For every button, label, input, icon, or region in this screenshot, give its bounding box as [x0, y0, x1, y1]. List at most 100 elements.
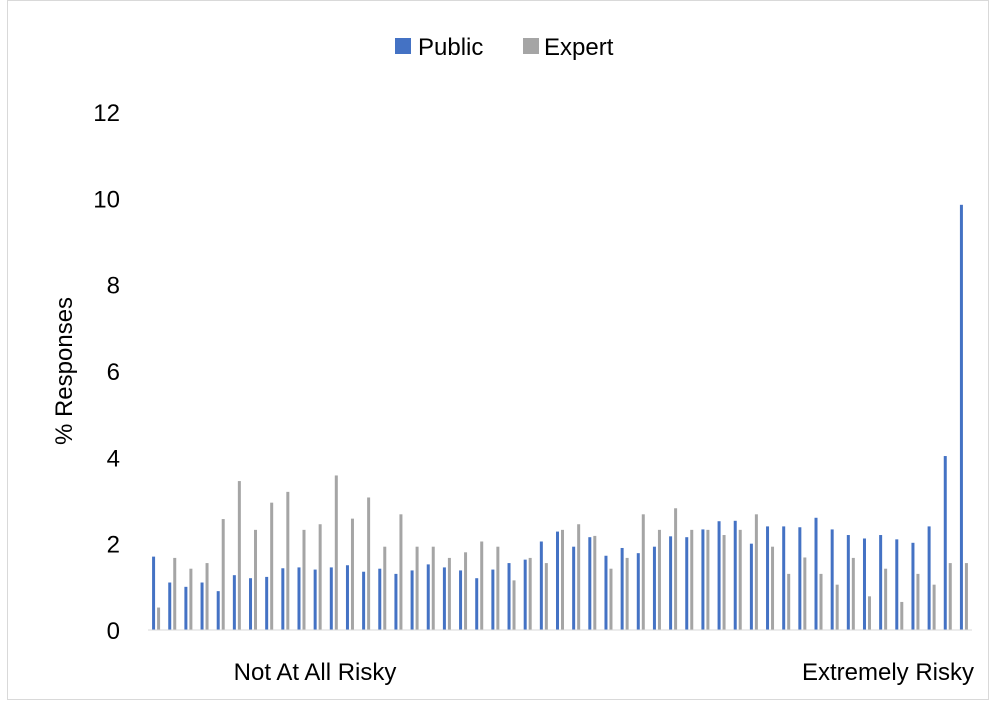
bar-public-29 — [604, 555, 608, 630]
bar-expert-13 — [350, 518, 354, 630]
bar-public-45 — [862, 538, 866, 630]
bar-public-14 — [362, 571, 366, 630]
bar-expert-21 — [480, 541, 484, 630]
legend-swatch-public — [395, 38, 411, 54]
bar-public-37 — [733, 520, 737, 630]
y-tick-label: 8 — [107, 273, 120, 300]
bar-expert-2 — [173, 557, 177, 630]
bar-expert-8 — [270, 502, 274, 630]
y-tick-label: 10 — [93, 186, 120, 213]
bar-public-39 — [766, 526, 770, 630]
bar-public-26 — [556, 531, 559, 630]
y-tick-label: 4 — [107, 445, 120, 472]
bar-public-30 — [620, 547, 624, 630]
bar-public-36 — [717, 521, 721, 630]
bar-expert-23 — [512, 580, 516, 630]
bar-expert-28 — [593, 535, 597, 630]
y-axis-title: % Responses — [51, 297, 78, 445]
bar-expert-40 — [787, 573, 791, 630]
bar-public-12 — [329, 567, 333, 630]
bar-expert-43 — [835, 584, 839, 630]
y-axis-ticks: 0 2 4 6 8 10 12 — [93, 100, 120, 645]
y-tick-label: 0 — [107, 618, 120, 645]
bar-public-11 — [313, 569, 317, 630]
bar-expert-31 — [641, 514, 645, 630]
bar-expert-18 — [431, 546, 435, 630]
bar-public-1 — [152, 556, 156, 630]
bar-public-20 — [459, 570, 463, 630]
bar-expert-15 — [383, 546, 387, 630]
bar-expert-5 — [221, 519, 225, 630]
bar-public-7 — [249, 578, 253, 630]
legend-label-expert: Expert — [544, 34, 614, 61]
bar-public-48 — [911, 542, 915, 630]
bar-expert-26 — [561, 529, 564, 630]
bar-expert-7 — [254, 529, 258, 630]
bar-expert-4 — [205, 563, 209, 630]
bar-public-6 — [232, 575, 236, 630]
bar-public-17 — [410, 570, 414, 630]
bar-expert-45 — [867, 596, 871, 630]
bar-public-27 — [572, 546, 576, 630]
bar-expert-37 — [738, 529, 742, 630]
bar-expert-33 — [674, 508, 678, 630]
bar-public-8 — [265, 576, 269, 630]
bar-expert-46 — [884, 568, 888, 630]
bar-public-15 — [378, 568, 382, 630]
bar-public-5 — [216, 591, 220, 630]
bar-public-10 — [297, 567, 301, 630]
bar-expert-51 — [964, 563, 968, 630]
y-tick-label: 6 — [107, 359, 120, 386]
bar-public-24 — [523, 559, 527, 630]
bar-expert-47 — [900, 601, 904, 630]
bar-public-21 — [475, 578, 479, 630]
bar-expert-35 — [706, 529, 710, 630]
bar-public-51 — [959, 204, 963, 630]
bar-public-31 — [636, 553, 640, 630]
bar-public-32 — [652, 546, 656, 630]
bar-expert-16 — [399, 514, 403, 630]
bar-expert-9 — [286, 491, 290, 630]
legend-label-public: Public — [418, 34, 483, 61]
y-tick-label: 12 — [93, 100, 120, 127]
bar-expert-38 — [754, 514, 758, 630]
bar-public-44 — [846, 535, 850, 630]
bar-expert-29 — [609, 568, 613, 630]
legend-swatch-expert — [523, 38, 539, 54]
bar-expert-3 — [189, 568, 193, 630]
bar-public-47 — [895, 539, 899, 630]
bar-expert-11 — [318, 524, 322, 630]
bar-public-3 — [184, 586, 188, 630]
bar-public-23 — [507, 563, 511, 630]
bar-public-49 — [927, 526, 931, 630]
bar-expert-14 — [367, 497, 371, 630]
bar-expert-22 — [496, 546, 500, 630]
bar-public-19 — [442, 567, 446, 630]
bar-expert-30 — [625, 557, 629, 630]
bar-public-25 — [539, 541, 543, 630]
bars — [152, 204, 968, 630]
bar-public-13 — [345, 565, 349, 630]
legend: Public Expert — [395, 34, 614, 61]
bar-public-40 — [782, 526, 786, 630]
bar-expert-36 — [722, 535, 726, 630]
bar-expert-41 — [803, 557, 807, 630]
bar-public-35 — [701, 529, 705, 630]
y-tick-label: 2 — [107, 532, 120, 559]
bar-expert-25 — [544, 563, 548, 630]
bar-expert-39 — [771, 546, 775, 630]
x-label-extremely-risky: Extremely Risky — [802, 659, 974, 686]
bar-expert-48 — [916, 573, 920, 630]
bar-expert-32 — [657, 529, 661, 630]
bar-public-46 — [879, 535, 883, 630]
bar-public-4 — [200, 582, 204, 630]
bar-expert-12 — [334, 475, 338, 630]
bar-public-22 — [491, 569, 495, 630]
bar-public-33 — [669, 536, 673, 630]
bar-expert-19 — [447, 557, 451, 630]
bar-expert-27 — [577, 524, 581, 630]
bar-expert-24 — [528, 557, 532, 630]
bar-public-41 — [798, 527, 802, 630]
bar-expert-49 — [932, 584, 936, 630]
